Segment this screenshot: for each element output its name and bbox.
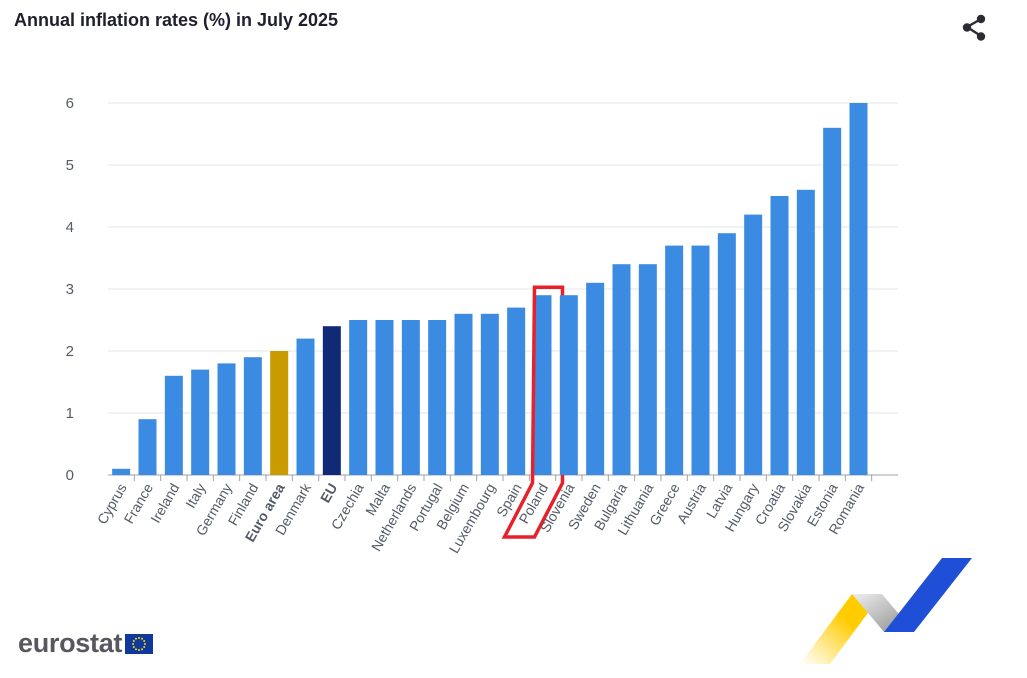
bar[interactable] xyxy=(770,196,789,475)
bar[interactable] xyxy=(138,419,157,475)
bar[interactable] xyxy=(191,369,210,475)
bar[interactable] xyxy=(691,245,710,475)
y-tick-label: 2 xyxy=(66,343,74,360)
bar[interactable] xyxy=(796,189,815,476)
y-tick-label: 3 xyxy=(66,281,74,298)
y-tick-label: 1 xyxy=(66,405,74,422)
bar[interactable] xyxy=(559,295,578,475)
bar[interactable] xyxy=(454,313,473,475)
bar[interactable] xyxy=(217,363,236,475)
eu-flag-icon xyxy=(125,633,154,654)
decorative-swoosh xyxy=(800,558,972,664)
bar[interactable] xyxy=(665,245,684,475)
bar[interactable] xyxy=(480,313,499,475)
bar[interactable] xyxy=(243,357,262,475)
bar[interactable] xyxy=(612,264,631,475)
bar[interactable] xyxy=(586,282,605,475)
bar[interactable] xyxy=(507,307,526,475)
bar[interactable] xyxy=(428,320,447,475)
bar[interactable] xyxy=(401,320,420,475)
bar[interactable] xyxy=(717,233,736,475)
bar[interactable] xyxy=(322,326,341,475)
y-tick-label: 5 xyxy=(66,157,74,174)
bar[interactable] xyxy=(744,214,763,475)
eurostat-logo: eurostat xyxy=(18,628,154,659)
y-tick-label: 0 xyxy=(66,467,74,484)
bar[interactable] xyxy=(533,295,552,475)
bar[interactable] xyxy=(849,103,868,475)
bar[interactable] xyxy=(270,351,289,475)
share-icon xyxy=(962,14,986,41)
chart-title: Annual inflation rates (%) in July 2025 xyxy=(14,10,339,30)
bar[interactable] xyxy=(296,338,315,475)
y-tick-label: 6 xyxy=(66,95,74,112)
bar[interactable] xyxy=(349,320,368,475)
highlight-outline xyxy=(501,285,565,539)
x-tick-label: EU xyxy=(317,481,341,506)
bar[interactable] xyxy=(112,468,131,475)
bar[interactable] xyxy=(638,264,657,475)
share-button[interactable] xyxy=(958,12,990,44)
y-tick-label: 4 xyxy=(66,219,74,236)
bar[interactable] xyxy=(375,320,394,475)
bar[interactable] xyxy=(823,127,842,476)
bar[interactable] xyxy=(164,375,183,475)
brand-name: eurostat xyxy=(18,628,123,658)
x-tick-label: Italy xyxy=(182,481,209,511)
